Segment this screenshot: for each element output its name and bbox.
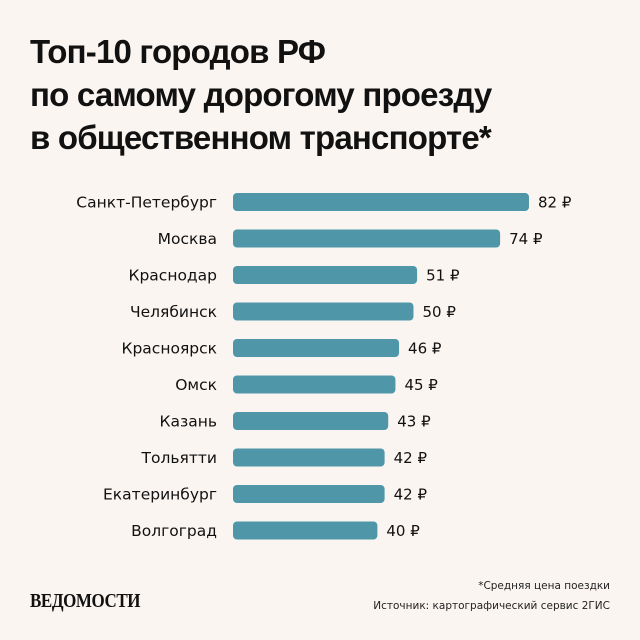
bar <box>233 375 396 394</box>
category-label: Екатеринбург <box>103 486 217 504</box>
title-line: по самому дорогому проезду <box>30 76 492 113</box>
source-note: Источник: картографический сервис 2ГИС <box>373 600 610 612</box>
bar <box>233 448 385 467</box>
bar <box>233 302 414 321</box>
value-label: 74 ₽ <box>509 230 543 248</box>
value-label: 82 ₽ <box>538 194 572 212</box>
category-label: Казань <box>159 413 217 431</box>
bar <box>233 229 501 248</box>
value-label: 45 ₽ <box>404 376 438 394</box>
title-line: Топ-10 городов РФ <box>30 33 326 70</box>
value-label: 42 ₽ <box>394 449 428 467</box>
value-label: 50 ₽ <box>422 303 456 321</box>
bar <box>233 193 529 211</box>
value-label: 43 ₽ <box>397 413 431 431</box>
category-label: Тольятти <box>141 449 217 467</box>
bar <box>233 412 389 430</box>
category-label: Челябинск <box>130 303 217 321</box>
title-line: в общественном транспорте* <box>30 119 492 156</box>
category-label: Санкт-Петербург <box>76 194 217 212</box>
value-label: 46 ₽ <box>408 340 442 358</box>
category-label: Омск <box>175 376 217 394</box>
bar <box>233 521 378 540</box>
value-label: 40 ₽ <box>386 522 420 540</box>
category-label: Волгоград <box>131 522 217 540</box>
category-label: Красноярск <box>121 340 217 358</box>
bar <box>233 485 385 503</box>
vedomosti-logo: ВЕДОМОСТИ <box>30 590 141 612</box>
category-label: Краснодар <box>128 267 217 285</box>
value-label: 42 ₽ <box>394 486 428 504</box>
chart-title: Топ-10 городов РФ по самому дорогому про… <box>30 30 492 159</box>
footnote: *Средняя цена поездки <box>478 580 610 592</box>
bar <box>233 339 400 357</box>
category-label: Москва <box>158 230 217 248</box>
bar <box>233 266 418 284</box>
value-label: 51 ₽ <box>426 267 460 285</box>
